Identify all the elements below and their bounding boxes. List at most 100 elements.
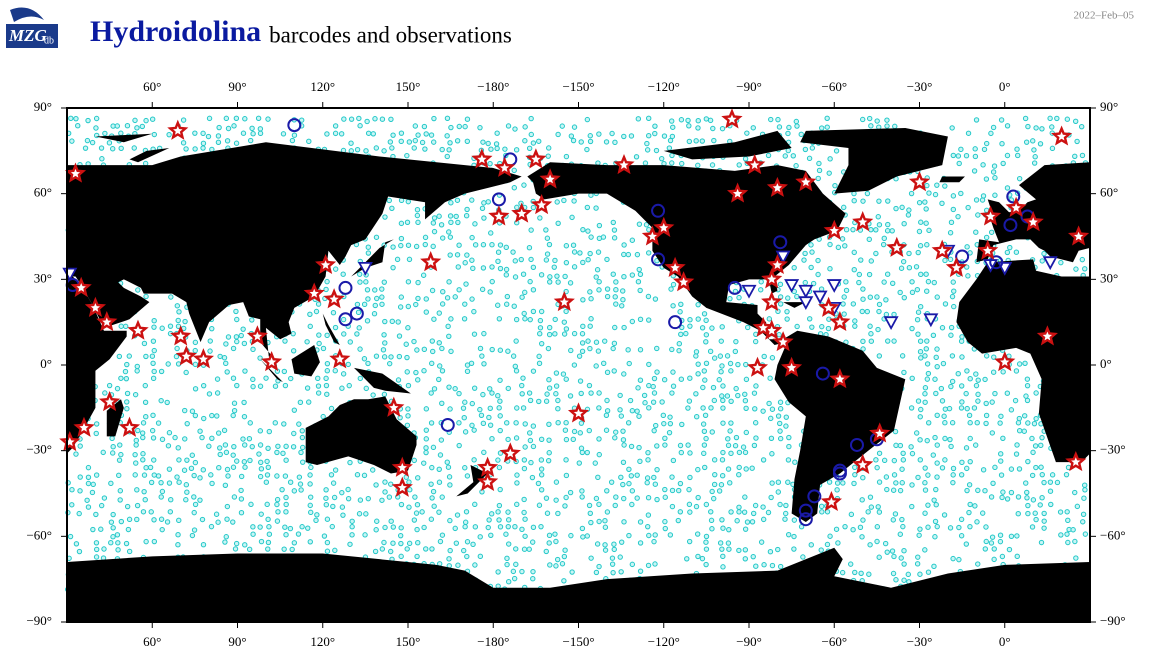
ocean-dot [670, 303, 676, 309]
ocean-dot [685, 405, 691, 411]
ocean-dot [315, 301, 322, 307]
lat-label-left: 0° [40, 356, 52, 371]
ocean-dot [777, 435, 784, 442]
ocean-dot [711, 137, 717, 144]
ocean-dot [403, 341, 409, 347]
ocean-dot [486, 517, 492, 523]
ocean-dot [571, 264, 578, 270]
ocean-dot [917, 338, 924, 344]
ocean-dot [1033, 516, 1039, 523]
ocean-dot [513, 561, 519, 568]
ocean-dot [348, 148, 354, 154]
ocean-dot [414, 553, 420, 560]
ocean-dot [948, 324, 955, 331]
ocean-dot [860, 116, 866, 123]
ocean-dot [576, 460, 582, 466]
ocean-dot [785, 531, 792, 538]
ocean-dot [950, 465, 957, 472]
ocean-dot [215, 519, 221, 525]
ocean-dot [382, 318, 388, 325]
ocean-dot [1049, 145, 1056, 152]
ocean-dot [628, 443, 635, 450]
ocean-dot [506, 517, 512, 523]
ocean-dot [238, 509, 245, 516]
ocean-dot [222, 539, 228, 545]
ocean-dot [89, 139, 96, 146]
ocean-dot [398, 540, 404, 547]
ocean-dot [272, 383, 279, 389]
ocean-dot [980, 162, 986, 168]
ocean-dot [404, 546, 410, 552]
ocean-dot [255, 115, 262, 122]
ocean-dot [596, 436, 602, 442]
ocean-dot [571, 428, 578, 435]
ocean-dot [437, 363, 443, 369]
ocean-dot [209, 412, 215, 419]
ocean-dot [214, 376, 221, 382]
barcode-star [1051, 125, 1073, 146]
ocean-dot [873, 227, 879, 233]
ocean-dot [282, 524, 288, 530]
ocean-dot [388, 481, 394, 487]
ocean-dot [860, 474, 866, 481]
ocean-dot [882, 540, 889, 547]
ocean-dot [1013, 451, 1020, 457]
barcode-star [727, 182, 749, 203]
ocean-dot [560, 371, 567, 377]
ocean-dot [743, 466, 749, 472]
ocean-dot [906, 250, 912, 257]
ocean-dot [951, 288, 957, 294]
ocean-dot [497, 377, 503, 383]
ocean-dot [405, 242, 412, 248]
ocean-dot [908, 405, 915, 411]
ocean-dot [338, 131, 345, 137]
ocean-dot [942, 435, 948, 442]
ocean-dot [897, 442, 904, 449]
ocean-dot [464, 368, 471, 375]
ocean-dot [947, 230, 954, 236]
ocean-dot [430, 444, 437, 451]
ocean-dot [621, 371, 627, 377]
ocean-dot [381, 354, 388, 360]
ocean-dot [462, 465, 468, 471]
ocean-dot [530, 539, 536, 545]
landmass [774, 330, 906, 523]
ocean-dot [1007, 244, 1013, 251]
ocean-dot [683, 330, 689, 337]
ocean-dot [323, 375, 329, 382]
ocean-dot [116, 457, 123, 463]
ocean-dot [142, 496, 148, 503]
ocean-dot [412, 494, 418, 500]
ocean-dot [860, 286, 866, 292]
ocean-dot [386, 360, 393, 367]
ocean-dot [1033, 125, 1039, 131]
ocean-dot [600, 234, 607, 240]
ocean-dot [114, 123, 120, 129]
ocean-dot [988, 130, 994, 137]
ocean-dot [382, 214, 388, 220]
ocean-dot [596, 131, 602, 137]
ocean-dot [802, 250, 808, 257]
ocean-dot [543, 548, 549, 555]
barcode-star [829, 311, 851, 332]
ocean-dot [916, 199, 923, 206]
ocean-dot [283, 532, 289, 538]
ocean-dot [324, 548, 331, 554]
lon-label-bottom: −150° [562, 634, 594, 649]
ocean-dot [168, 294, 174, 300]
ocean-dot [718, 338, 724, 344]
ocean-dot [411, 517, 418, 523]
ocean-dot [603, 139, 610, 145]
ocean-dot [618, 413, 625, 419]
ocean-dot [158, 494, 164, 500]
ocean-dot [925, 278, 932, 285]
ocean-dot [931, 279, 937, 286]
ocean-dot [332, 324, 339, 331]
ocean-dot [602, 542, 608, 548]
ocean-dot [578, 139, 584, 145]
ocean-dot [535, 480, 542, 487]
ocean-dot [588, 390, 594, 396]
ocean-dot [868, 123, 874, 129]
ocean-dot [967, 420, 973, 426]
ocean-dot [82, 145, 89, 151]
